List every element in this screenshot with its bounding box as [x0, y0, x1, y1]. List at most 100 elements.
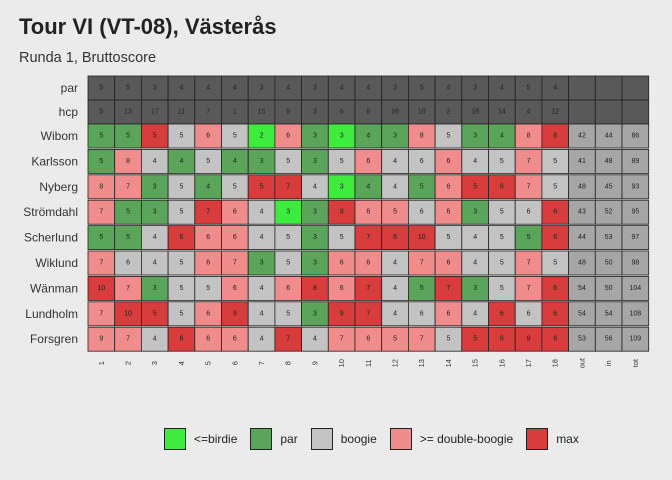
- score-value: 6: [179, 336, 183, 343]
- score-value: 5: [446, 234, 450, 241]
- score-cell: [274, 199, 302, 225]
- score-cell: [621, 225, 650, 251]
- score-cell: [594, 250, 623, 276]
- column-label: 16: [497, 359, 506, 367]
- score-value: 98: [631, 260, 639, 267]
- score-cell: [167, 225, 196, 251]
- score-cell: [194, 326, 222, 352]
- score-value: 7: [99, 209, 103, 216]
- score-value: 5: [286, 310, 290, 317]
- score-cell: [514, 250, 543, 276]
- score-cell: [541, 250, 570, 276]
- score-value: 6: [500, 336, 504, 343]
- score-value: 4: [393, 260, 397, 267]
- hcp-value: 12: [551, 109, 559, 116]
- column-label: 14: [444, 359, 453, 367]
- score-value: 9: [233, 310, 237, 317]
- par-cell: [488, 75, 516, 101]
- score-cell: [354, 301, 383, 327]
- score-value: 4: [313, 183, 317, 190]
- hcp-cell: [407, 99, 436, 125]
- score-value: 7: [527, 183, 531, 190]
- player-name: Forsgren: [30, 332, 78, 346]
- score-value: 9: [527, 336, 531, 343]
- score-value: 7: [286, 336, 290, 343]
- player-name: Wibom: [41, 129, 78, 143]
- row-label-hcp: hcp: [59, 105, 79, 119]
- score-value: 6: [500, 310, 504, 317]
- score-cell: [167, 250, 196, 276]
- score-value: 6: [446, 260, 450, 267]
- legend-item-par: par: [250, 428, 298, 450]
- score-cell: [87, 301, 116, 327]
- par-value: 5: [420, 85, 424, 92]
- row-label-par: par: [61, 81, 78, 95]
- player-name: Karlsson: [31, 154, 78, 168]
- score-cell: [407, 275, 436, 301]
- score-value: 6: [420, 310, 424, 317]
- score-cell: [194, 123, 222, 149]
- score-cell: [194, 225, 222, 251]
- score-cell: [541, 199, 570, 225]
- score-value: 5: [420, 183, 424, 190]
- score-value: 4: [393, 285, 397, 292]
- score-cell: [594, 199, 623, 225]
- score-value: 5: [340, 234, 344, 241]
- chart-subtitle: Runda 1, Bruttoscore: [19, 50, 157, 66]
- score-cell: [594, 275, 623, 301]
- par-value: 5: [126, 85, 130, 92]
- score-value: 3: [260, 158, 264, 165]
- score-value: 4: [473, 260, 477, 267]
- score-value: 5: [393, 209, 397, 216]
- score-value: 5: [233, 183, 237, 190]
- score-cell: [301, 225, 329, 251]
- score-value: 8: [313, 285, 317, 292]
- score-cell: [247, 326, 276, 352]
- score-cell: [274, 326, 302, 352]
- score-cell: [247, 199, 276, 225]
- score-value: 52: [605, 209, 613, 216]
- score-value: 5: [500, 209, 504, 216]
- score-value: 9: [99, 336, 103, 343]
- score-cell: [461, 326, 489, 352]
- score-cell: [541, 174, 570, 200]
- column-label: 17: [524, 359, 533, 367]
- par-value: 3: [153, 85, 157, 92]
- hcp-value: 4: [527, 109, 531, 116]
- score-value: 5: [99, 158, 103, 165]
- score-cell: [407, 326, 436, 352]
- score-value: 4: [206, 183, 210, 190]
- score-cell: [568, 174, 596, 200]
- score-cell: [621, 123, 650, 149]
- score-value: 6: [340, 260, 344, 267]
- score-value: 7: [446, 285, 450, 292]
- hcp-value: 15: [258, 109, 266, 116]
- score-value: 3: [153, 183, 157, 190]
- hcp-value: 16: [391, 109, 399, 116]
- score-value: 3: [153, 285, 157, 292]
- score-cell: [327, 123, 356, 149]
- score-value: 5: [179, 310, 183, 317]
- score-value: 5: [99, 234, 103, 241]
- score-cell: [594, 301, 623, 327]
- score-value: 50: [605, 260, 613, 267]
- score-value: 6: [420, 158, 424, 165]
- score-value: 4: [233, 158, 237, 165]
- score-value: 3: [473, 285, 477, 292]
- score-cell: [621, 275, 650, 301]
- score-value: 6: [393, 234, 397, 241]
- score-value: 6: [206, 133, 210, 140]
- score-value: 6: [206, 234, 210, 241]
- score-cell: [594, 326, 623, 352]
- score-value: 54: [605, 310, 613, 317]
- score-value: 4: [153, 336, 157, 343]
- score-cell: [381, 250, 409, 276]
- score-cell: [541, 301, 570, 327]
- score-cell: [461, 174, 489, 200]
- score-cell: [461, 199, 489, 225]
- par-cell: [568, 75, 596, 101]
- par-cell: [381, 75, 409, 101]
- score-cell: [488, 174, 516, 200]
- par-cell: [621, 75, 650, 101]
- score-value: 5: [446, 336, 450, 343]
